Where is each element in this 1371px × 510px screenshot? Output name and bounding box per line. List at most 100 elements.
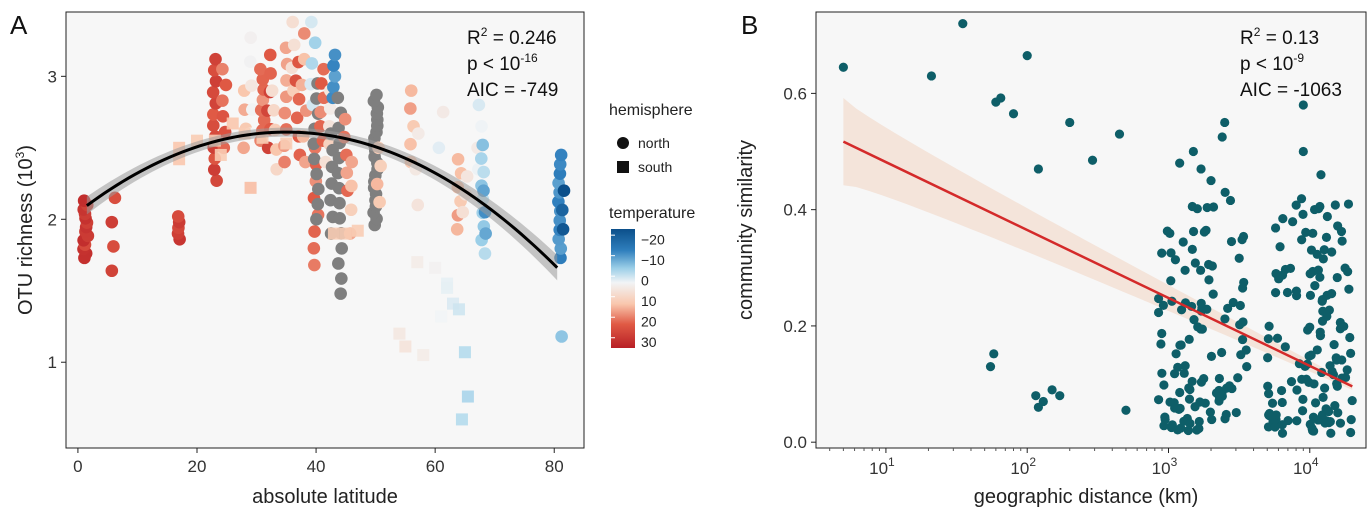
panel-a-point-south xyxy=(429,261,442,274)
panel-b-y-axis: 0.0 0.2 0.4 0.6 xyxy=(783,84,816,452)
panel-b-point xyxy=(1291,286,1301,296)
panel-a-point-north xyxy=(477,165,491,179)
panel-b-p-value: p < 10-9 xyxy=(1240,51,1304,75)
panel-b-point xyxy=(1153,293,1164,304)
panel-b-point xyxy=(1153,307,1164,318)
panel-b-point xyxy=(1347,395,1357,406)
panel-b-point xyxy=(1121,405,1131,415)
legend-temperature-tick-label: 0 xyxy=(641,272,649,288)
panel-a-point-north xyxy=(474,152,488,165)
panel-b-point xyxy=(1267,398,1278,408)
panel-b-point xyxy=(1235,300,1245,311)
panel-b-point xyxy=(1343,199,1354,209)
panel-b-x-tick-label: 103 xyxy=(1152,455,1178,478)
panel-b-p-text: p < 10 xyxy=(1240,54,1293,75)
panel-b-point xyxy=(1196,377,1207,387)
panel-a-point-north xyxy=(245,79,258,92)
panel-b-point xyxy=(1337,355,1347,365)
panel-b-point xyxy=(1327,366,1337,377)
panel-b-point xyxy=(1194,416,1204,427)
panel-a-p-sup: -16 xyxy=(520,51,538,65)
panel-a-point-north xyxy=(555,330,568,343)
panel-b-point xyxy=(1308,228,1318,238)
panel-a-point-south xyxy=(244,181,257,194)
panel-b-point xyxy=(1225,195,1236,206)
panel-b-point xyxy=(989,349,999,359)
panel-b-point xyxy=(1332,272,1342,283)
panel-b-point xyxy=(1187,201,1197,212)
panel-a-point-north xyxy=(472,98,486,112)
panel-b-point xyxy=(1157,368,1167,378)
panel-b-point xyxy=(1196,265,1206,275)
legend-temperature-title: temperature xyxy=(609,205,695,222)
panel-b-y-tick-label: 0.2 xyxy=(783,317,807,336)
panel-b-x-tick-label: 101 xyxy=(869,455,895,478)
panel-b-point xyxy=(1184,394,1195,404)
panel-a-point-north xyxy=(286,15,299,29)
panel-b-point xyxy=(1330,200,1340,210)
panel-a-point-north xyxy=(332,257,345,270)
panel-a-point-north xyxy=(404,137,417,151)
panel-b-point xyxy=(1282,287,1293,298)
panel-b-fit-line-path xyxy=(842,140,1353,388)
panel-b-point xyxy=(1199,227,1209,237)
panel-a-point-north xyxy=(105,264,119,278)
panel-a-point-south xyxy=(393,327,406,340)
panel-a-r2: R2 = 0.246 xyxy=(467,25,557,49)
panel-b-x-tick-label: 104 xyxy=(1293,455,1319,478)
panel-b-point xyxy=(1315,327,1325,337)
panel-b-point xyxy=(1277,420,1287,430)
panel-a-label: A xyxy=(10,10,28,40)
panel-a-point-north xyxy=(331,91,345,105)
panel-a-fit-line xyxy=(85,130,559,269)
panel-b-point xyxy=(1217,347,1227,358)
panel-b-point xyxy=(1200,398,1210,408)
legend-hemisphere: hemisphere north south xyxy=(609,102,693,175)
panel-b-points xyxy=(838,19,1357,438)
panel-a-y-tick-label: 1 xyxy=(48,353,57,372)
panel-a-point-north xyxy=(206,86,220,99)
panel-b-point xyxy=(1159,380,1169,390)
panel-a-point-north xyxy=(373,195,386,209)
panel-b-point xyxy=(1277,397,1287,408)
panel-a-point-north xyxy=(209,52,222,66)
panel-a-point-north xyxy=(553,158,567,171)
panel-b-point xyxy=(1276,385,1287,396)
panel-b-point xyxy=(1194,423,1204,434)
panel-a-point-south xyxy=(226,117,239,130)
panel-b-x-axis: 101 102 103 104 xyxy=(829,448,1319,478)
panel-a-point-north xyxy=(207,119,220,132)
panel-b-r2: R2 = 0.13 xyxy=(1240,25,1319,49)
panel-b-point xyxy=(985,362,996,372)
panel-b-point xyxy=(1031,391,1041,401)
panel-a-point-north xyxy=(237,141,250,155)
panel-b-point xyxy=(1169,369,1180,379)
panel-a-point-south xyxy=(452,303,465,316)
panel-a-point-north xyxy=(374,159,387,173)
panel-a-point-north xyxy=(456,205,470,219)
panel-a-point-north xyxy=(432,141,446,155)
panel-b-r2-value: = 0.13 xyxy=(1260,28,1319,49)
panel-a-point-north xyxy=(411,198,425,212)
panel-b-point xyxy=(1317,295,1328,305)
panel-b-point xyxy=(1330,401,1340,411)
panel-b: B 101 102 103 104 0.0 0.2 0.4 0.6 geographic d… xyxy=(735,10,1367,508)
panel-b-point xyxy=(1207,414,1217,425)
panel-b-point xyxy=(1171,349,1181,359)
panel-b-point xyxy=(1264,411,1274,421)
panel-b-point xyxy=(1176,423,1186,433)
panel-b-point xyxy=(1264,321,1274,331)
panel-b-point xyxy=(1329,339,1339,350)
panel-b-point xyxy=(958,19,968,29)
panel-b-point xyxy=(1280,264,1291,275)
panel-b-point xyxy=(1208,202,1219,212)
panel-a-point-north xyxy=(479,227,492,240)
panel-b-point xyxy=(1157,248,1167,258)
panel-a-y-tick-label: 2 xyxy=(48,210,57,229)
panel-a-point-south xyxy=(417,349,430,362)
panel-b-point xyxy=(1227,383,1237,394)
panel-b-x-tick-label: 102 xyxy=(1010,455,1036,478)
panel-a-point-north xyxy=(267,103,281,117)
panel-b-point xyxy=(1157,328,1167,339)
panel-b-point xyxy=(1223,303,1233,313)
